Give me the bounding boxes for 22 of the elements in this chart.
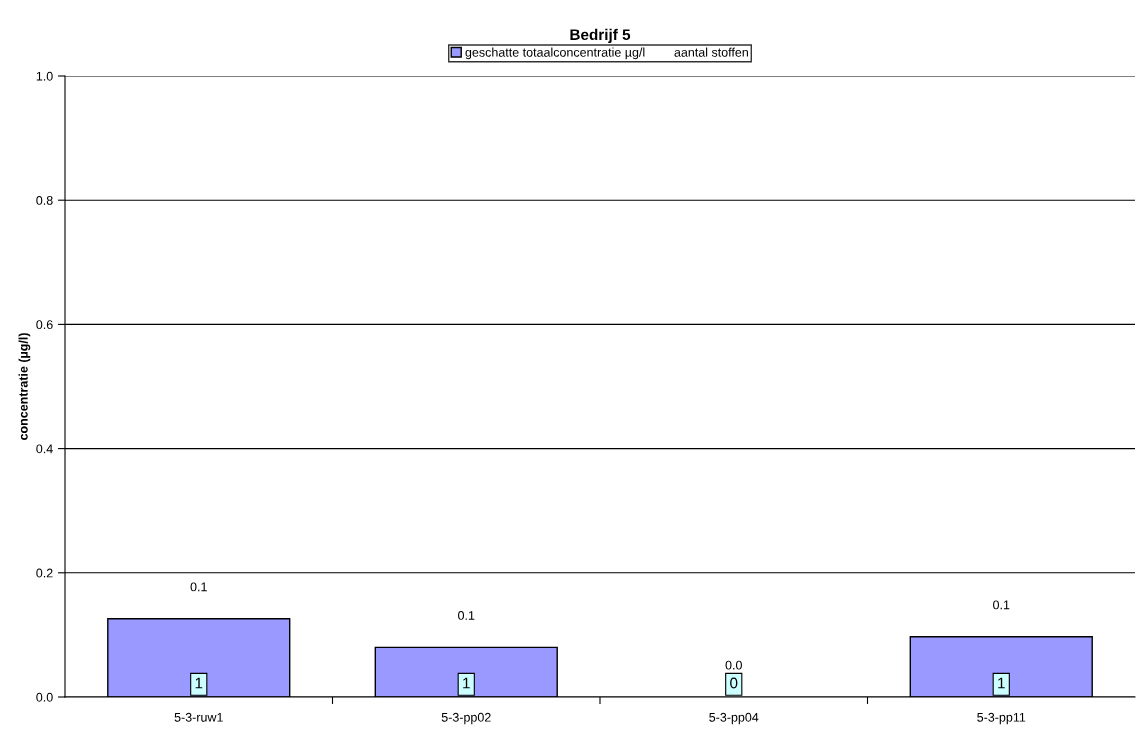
chart-title: Bedrijf 5 bbox=[570, 28, 631, 44]
x-tick-label: 5-3-pp04 bbox=[709, 712, 759, 725]
y-tick-label: 1.0 bbox=[36, 71, 53, 81]
x-tick-label: 5-3-pp02 bbox=[441, 712, 491, 725]
annotation: 1 bbox=[998, 677, 1005, 689]
data-label: 0.1 bbox=[458, 611, 475, 620]
y-tick-label: 0.0 bbox=[36, 692, 53, 702]
data-label: 0.1 bbox=[190, 582, 207, 592]
annotation: 0 bbox=[730, 677, 738, 689]
annotation: 1 bbox=[195, 677, 203, 689]
y-tick-label: 0.4 bbox=[36, 444, 53, 454]
y-axis-title: concentratie (µg/l) bbox=[18, 333, 31, 440]
text: aantal stoffen bbox=[674, 47, 748, 57]
y-tick-label: 0.6 bbox=[36, 320, 53, 330]
data-label: 0.1 bbox=[993, 600, 1010, 610]
y-tick-label: 0.8 bbox=[36, 196, 53, 205]
y-tick-label: 0.2 bbox=[36, 568, 53, 578]
data-label: 0.0 bbox=[725, 660, 742, 670]
x-tick-label: 5-3-ruw1 bbox=[174, 712, 223, 722]
x-tick-label: 5-3-pp11 bbox=[977, 712, 1026, 725]
legend-label: geschatte totaalconcentratie µg/l bbox=[465, 47, 645, 60]
annotation: 1 bbox=[463, 677, 470, 689]
